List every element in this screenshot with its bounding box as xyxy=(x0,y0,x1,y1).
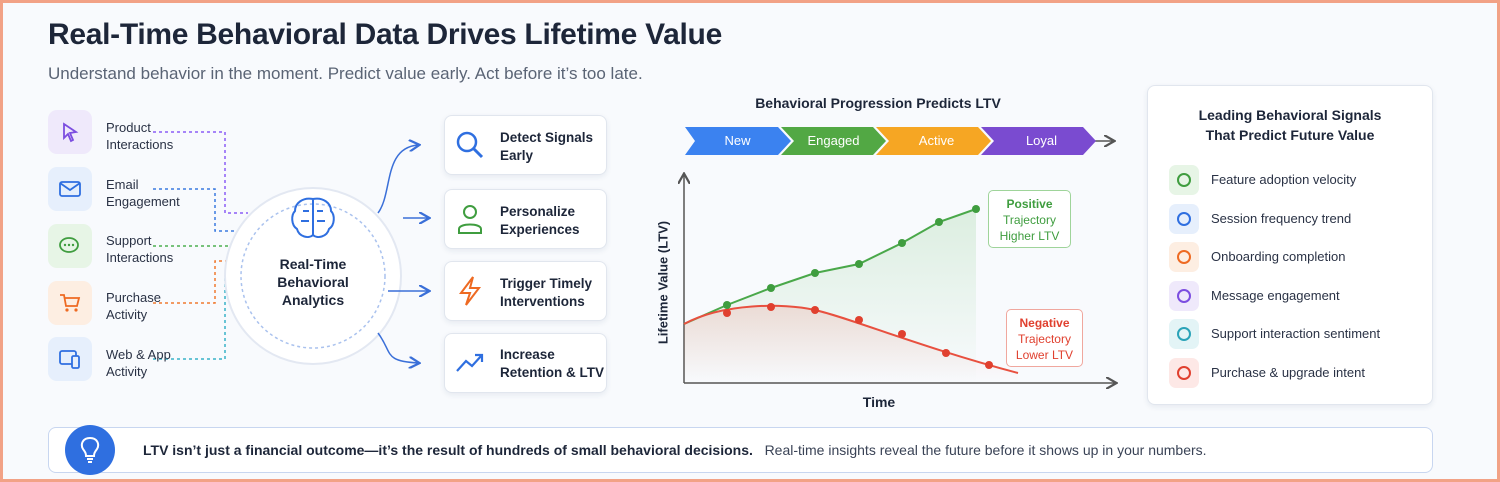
icon-email xyxy=(48,167,92,211)
title-line: Leading Behavioral Signals xyxy=(1198,107,1382,123)
icon-person xyxy=(458,205,482,234)
glyph xyxy=(1177,173,1191,187)
y-axis-label: Lifetime Value (LTV) xyxy=(655,220,671,345)
glyph xyxy=(1177,250,1191,265)
footer-text: LTV isn’t just a financial outcome—it’s … xyxy=(143,442,1207,458)
annotation-line: Negative xyxy=(1019,316,1070,330)
positive-line xyxy=(683,208,977,325)
signal-icon xyxy=(1169,165,1199,195)
icon-product xyxy=(48,110,92,154)
link xyxy=(377,145,418,214)
signal-icon xyxy=(1169,358,1199,388)
footer-regular: Real-time insights reveal the future bef… xyxy=(764,442,1207,458)
glyph xyxy=(1177,288,1191,303)
glyph xyxy=(1177,327,1191,342)
annotation-line: Trajectory xyxy=(1003,213,1056,227)
x-axis-label: Time xyxy=(862,394,896,410)
footer-icon xyxy=(65,425,115,475)
annotation-line: Higher LTV xyxy=(999,229,1060,243)
subtitle: Understand behavior in the moment. Predi… xyxy=(48,64,643,83)
link xyxy=(153,260,243,304)
icon-purchase xyxy=(48,281,92,325)
footer-box xyxy=(48,427,1433,473)
signal-icon xyxy=(1169,203,1199,234)
positive-annotation: Positive Trajectory Higher LTV xyxy=(988,190,1071,248)
glyph xyxy=(1177,211,1191,226)
action-label: Personalize Experiences xyxy=(500,204,580,237)
stage-label: Active xyxy=(918,133,955,148)
source-label: Purchase Activity xyxy=(106,290,161,322)
source-label: Web & App Activity xyxy=(106,347,171,379)
icon-bolt xyxy=(459,276,482,306)
source-label: Email Engagement xyxy=(106,177,180,209)
stage-label: New xyxy=(724,133,751,148)
annotation-line: Lower LTV xyxy=(1015,348,1074,362)
signal-icon xyxy=(1169,319,1199,350)
signal-label: Message engagement xyxy=(1211,287,1340,303)
source-label: Support Interactions xyxy=(106,233,174,265)
glyph xyxy=(1177,366,1191,380)
signal-label: Support interaction sentiment xyxy=(1211,326,1381,342)
hub-label: Real-Time Behavioral Analytics xyxy=(277,256,349,308)
signal-icon xyxy=(1169,280,1199,311)
signal-label: Session frequency trend xyxy=(1211,210,1352,226)
annotation-line: Trajectory xyxy=(1018,332,1071,346)
negative-annotation: Negative Trajectory Lower LTV xyxy=(1006,309,1083,367)
action-card xyxy=(444,189,607,249)
icon-web xyxy=(48,337,92,381)
footer-bold: LTV isn’t just a financial outcome—it’s … xyxy=(143,442,753,458)
link xyxy=(377,332,418,363)
title: Real-Time Behavioral Data Drives Lifetim… xyxy=(48,18,722,51)
signal-label: Feature adoption velocity xyxy=(1211,172,1357,187)
negative-area xyxy=(684,305,1018,383)
signals-title: Leading Behavioral Signals That Predict … xyxy=(1147,105,1433,145)
icon-trend xyxy=(456,353,484,372)
action-label: Detect Signals Early xyxy=(500,130,594,163)
link xyxy=(153,188,243,232)
negative-points xyxy=(723,303,993,369)
connectors xyxy=(153,127,1497,479)
action-label: Trigger Timely Interventions xyxy=(500,276,593,309)
source-label: Product Interactions xyxy=(106,120,174,152)
stages xyxy=(685,127,1096,155)
annotation-line: Positive xyxy=(1006,197,1053,211)
action-card xyxy=(444,115,607,175)
hub-icon xyxy=(291,197,335,238)
action-card xyxy=(444,333,607,393)
icon-support xyxy=(48,224,92,268)
action-card xyxy=(444,261,607,321)
icon-search xyxy=(456,131,484,159)
signal-label: Purchase & upgrade intent xyxy=(1211,365,1365,380)
title-line: That Predict Future Value xyxy=(1205,127,1375,143)
action-links xyxy=(377,145,428,363)
chart-title: Behavioral Progression Predicts LTV xyxy=(755,95,1001,111)
stage-label: Engaged xyxy=(807,133,860,148)
signal-icon xyxy=(1169,242,1199,273)
signal-label: Onboarding completion xyxy=(1211,249,1346,265)
link xyxy=(153,131,248,214)
action-label: Increase Retention & LTV xyxy=(500,347,604,380)
stage-label: Loyal xyxy=(1025,133,1058,148)
positive-points xyxy=(723,205,980,309)
